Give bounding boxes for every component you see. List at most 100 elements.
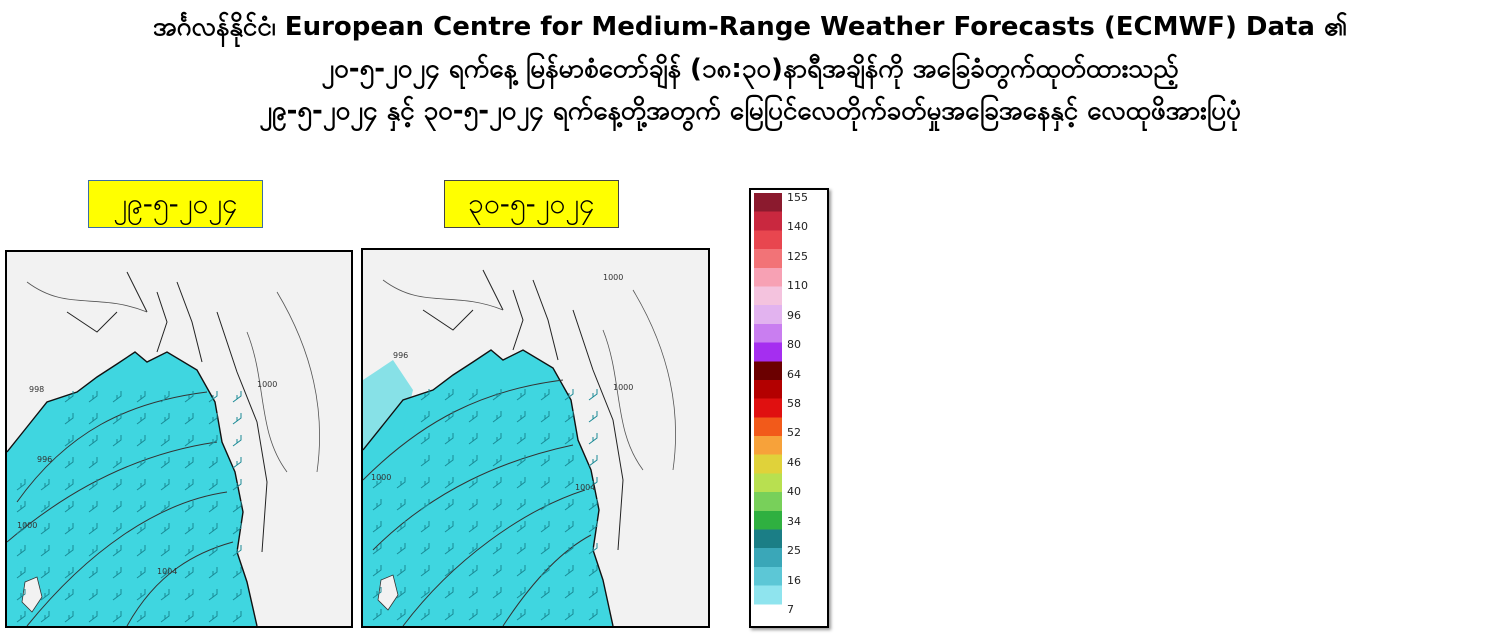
isobar: [26, 491, 228, 626]
wind-barb: [468, 455, 478, 467]
wind-barb: [40, 501, 50, 513]
isobar-land: [382, 279, 676, 471]
wind-barb: [588, 455, 598, 467]
wind-barb: [468, 499, 478, 511]
wind-barb: [40, 567, 50, 579]
wind-barb: [516, 609, 526, 621]
wind-barb: [232, 545, 242, 557]
wind-barb: [444, 411, 454, 423]
wind-barb: [468, 609, 478, 621]
wind-barb: [184, 413, 194, 425]
sri-lanka: [377, 574, 399, 611]
wind-barb: [564, 521, 574, 533]
wind-barb: [468, 433, 478, 445]
wind-barb: [588, 609, 598, 621]
wind-barb: [160, 391, 170, 403]
wind-barb: [40, 545, 50, 557]
isobar: [126, 541, 234, 626]
wind-barb: [64, 391, 74, 403]
wind-barb: [420, 499, 430, 511]
wind-barb: [372, 499, 382, 511]
wind-barb: [208, 567, 218, 579]
wind-barb: [396, 587, 406, 599]
wind-barb: [184, 589, 194, 601]
scale-tick-label: 155: [787, 191, 808, 204]
wind-barb: [64, 567, 74, 579]
wind-barb: [112, 391, 122, 403]
wind-barb: [64, 413, 74, 425]
scale-tick-label: 40: [787, 485, 801, 499]
wind-barb: [64, 479, 74, 491]
wind-barb: [112, 479, 122, 491]
wind-barb: [112, 413, 122, 425]
wind-barb: [468, 565, 478, 577]
wind-barb: [208, 589, 218, 601]
wind-barb: [136, 501, 146, 513]
wind-barb: [420, 543, 430, 555]
wind-barb: [372, 565, 382, 577]
wind-barb: [468, 477, 478, 489]
scale-tick-label: 140: [787, 220, 808, 234]
wind-barb: [64, 545, 74, 557]
wind-barb: [112, 435, 122, 447]
wind-barb: [40, 611, 50, 623]
wind-barb: [88, 611, 98, 623]
wind-barb: [64, 589, 74, 601]
isobar: [402, 489, 586, 626]
wind-barb: [420, 477, 430, 489]
wind-barb: [16, 479, 26, 491]
wind-barb: [588, 565, 598, 577]
wind-barb: [232, 435, 242, 447]
wind-barb: [420, 411, 430, 423]
scale-tick-label: 46: [787, 455, 801, 469]
wind-barb: [396, 521, 406, 533]
color-scale-bar: [754, 193, 782, 623]
wind-barb: [396, 543, 406, 555]
scale-tick-label: 125: [787, 249, 808, 263]
wind-barb: [396, 609, 406, 621]
wind-barb: [444, 499, 454, 511]
wind-barb: [516, 455, 526, 467]
border-lines: [66, 271, 268, 553]
wind-barb: [444, 587, 454, 599]
wind-barb: [516, 433, 526, 445]
wind-barb: [184, 435, 194, 447]
land-mass: [363, 250, 708, 626]
wind-barb: [540, 587, 550, 599]
wind-barb: [444, 521, 454, 533]
wind-barb: [396, 565, 406, 577]
wind-barb: [588, 499, 598, 511]
wind-barb: [184, 567, 194, 579]
wind-barb: [420, 609, 430, 621]
wind-barb: [540, 389, 550, 401]
wind-barb: [88, 545, 98, 557]
wind-barb: [136, 457, 146, 469]
isobar: [16, 391, 208, 503]
wind-barb: [564, 543, 574, 555]
wind-barb: [540, 477, 550, 489]
wind-barb: [444, 433, 454, 445]
wind-barb: [184, 391, 194, 403]
wind-barb: [136, 589, 146, 601]
wind-barb: [136, 391, 146, 403]
wind-barb: [136, 523, 146, 535]
wind-barb: [396, 477, 406, 489]
wind-barb: [516, 587, 526, 599]
wind-barb: [588, 411, 598, 423]
wind-barb: [564, 433, 574, 445]
wind-barb: [516, 565, 526, 577]
wind-barb: [492, 565, 502, 577]
scale-tick-label: 58: [787, 397, 801, 410]
wind-barb: [232, 457, 242, 469]
contour-label: 1000: [257, 380, 277, 389]
wind-barb: [232, 611, 242, 623]
wind-barb: [160, 435, 170, 447]
wind-barb: [468, 389, 478, 401]
wind-barb: [540, 543, 550, 555]
wind-barb: [208, 413, 218, 425]
wind-barb: [208, 545, 218, 557]
wind-barb: [564, 411, 574, 423]
wind-barb: [232, 589, 242, 601]
contour-label: 996: [393, 351, 408, 360]
scale-tick-label: 52: [787, 426, 801, 440]
